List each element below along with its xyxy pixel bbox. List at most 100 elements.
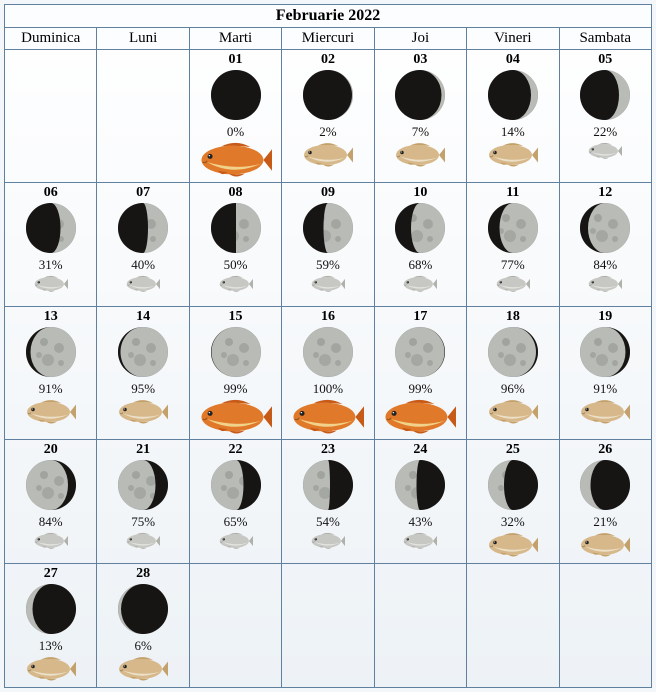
calendar-cell: 21 75% xyxy=(97,440,189,564)
calendar-cell: 13 91% xyxy=(5,307,97,440)
day-number: 03 xyxy=(413,52,427,68)
moon-phase-icon xyxy=(395,203,445,253)
illumination-percent: 21% xyxy=(593,514,617,530)
day-number: 17 xyxy=(413,309,427,325)
calendar-cell: 16 100% xyxy=(282,307,374,440)
illumination-percent: 2% xyxy=(319,124,336,140)
moon-phase-icon xyxy=(580,327,630,377)
illumination-percent: 65% xyxy=(224,514,248,530)
fish-icon xyxy=(395,142,445,168)
day-number: 14 xyxy=(136,309,150,325)
moon-phase-icon xyxy=(26,203,76,253)
fish-icon xyxy=(219,532,253,550)
fish-icon xyxy=(26,399,76,425)
calendar-cell xyxy=(189,564,281,688)
calendar-cell: 06 31% xyxy=(5,183,97,307)
moon-phase-icon xyxy=(26,584,76,634)
fish-icon xyxy=(588,142,622,160)
moon-phase-icon xyxy=(395,70,445,120)
fish-icon xyxy=(580,399,630,425)
illumination-percent: 22% xyxy=(593,124,617,140)
calendar-row: 13 91% 14 xyxy=(5,307,652,440)
calendar-cell xyxy=(97,50,189,183)
calendar-cell: 04 14% xyxy=(467,50,559,183)
calendar-cell: 12 84% xyxy=(559,183,651,307)
dow-header: Luni xyxy=(97,28,189,50)
illumination-percent: 40% xyxy=(131,257,155,273)
fish-icon xyxy=(26,656,76,682)
calendar-cell: 19 91% xyxy=(559,307,651,440)
moon-phase-icon xyxy=(488,460,538,510)
illumination-percent: 6% xyxy=(134,638,151,654)
fish-icon xyxy=(496,275,530,293)
moon-phase-icon xyxy=(488,203,538,253)
calendar-cell: 08 50% xyxy=(189,183,281,307)
illumination-percent: 77% xyxy=(501,257,525,273)
calendar-cell: 15 99% xyxy=(189,307,281,440)
calendar-title: Februarie 2022 xyxy=(5,5,652,28)
illumination-percent: 91% xyxy=(39,381,63,397)
day-number: 24 xyxy=(413,442,427,458)
moon-phase-icon xyxy=(26,327,76,377)
moon-phase-icon xyxy=(488,327,538,377)
calendar-cell: 25 32% xyxy=(467,440,559,564)
calendar-cell: 14 95% xyxy=(97,307,189,440)
fish-icon xyxy=(403,532,437,550)
moon-phase-icon xyxy=(211,203,261,253)
day-number: 15 xyxy=(229,309,243,325)
day-number: 18 xyxy=(506,309,520,325)
dow-header: Sambata xyxy=(559,28,651,50)
illumination-percent: 50% xyxy=(224,257,248,273)
fish-icon xyxy=(34,275,68,293)
day-number: 01 xyxy=(229,52,243,68)
dow-row: DuminicaLuniMartiMiercuriJoiVineriSambat… xyxy=(5,28,652,50)
fish-icon xyxy=(292,399,364,435)
moon-phase-icon xyxy=(580,203,630,253)
calendar-cell: 05 22% xyxy=(559,50,651,183)
calendar-cell: 17 99% xyxy=(374,307,466,440)
day-number: 12 xyxy=(598,185,612,201)
calendar-cell xyxy=(5,50,97,183)
moon-phase-icon xyxy=(303,327,353,377)
calendar-cell: 07 40% xyxy=(97,183,189,307)
illumination-percent: 96% xyxy=(501,381,525,397)
fish-icon xyxy=(488,532,538,558)
day-number: 20 xyxy=(44,442,58,458)
fish-icon xyxy=(200,399,272,435)
day-number: 23 xyxy=(321,442,335,458)
calendar-cell: 26 21% xyxy=(559,440,651,564)
illumination-percent: 68% xyxy=(408,257,432,273)
illumination-percent: 99% xyxy=(224,381,248,397)
illumination-percent: 13% xyxy=(39,638,63,654)
day-number: 21 xyxy=(136,442,150,458)
calendar-cell: 20 84% xyxy=(5,440,97,564)
dow-header: Marti xyxy=(189,28,281,50)
calendar-cell: 09 59% xyxy=(282,183,374,307)
day-number: 07 xyxy=(136,185,150,201)
calendar-cell: 02 2% xyxy=(282,50,374,183)
calendar-cell: 01 0% xyxy=(189,50,281,183)
illumination-percent: 14% xyxy=(501,124,525,140)
illumination-percent: 100% xyxy=(313,381,343,397)
fish-icon xyxy=(118,399,168,425)
fish-icon xyxy=(588,275,622,293)
day-number: 22 xyxy=(229,442,243,458)
day-number: 25 xyxy=(506,442,520,458)
illumination-percent: 54% xyxy=(316,514,340,530)
dow-header: Joi xyxy=(374,28,466,50)
fish-icon xyxy=(126,275,160,293)
illumination-percent: 31% xyxy=(39,257,63,273)
fish-icon xyxy=(403,275,437,293)
calendar-cell: 28 6% xyxy=(97,564,189,688)
moon-phase-icon xyxy=(580,460,630,510)
moon-phase-icon xyxy=(118,460,168,510)
day-number: 28 xyxy=(136,566,150,582)
calendar-cell xyxy=(467,564,559,688)
illumination-percent: 75% xyxy=(131,514,155,530)
day-number: 04 xyxy=(506,52,520,68)
moon-phase-icon xyxy=(118,203,168,253)
fish-icon xyxy=(118,656,168,682)
calendar-cell: 24 43% xyxy=(374,440,466,564)
moon-phase-icon xyxy=(303,70,353,120)
calendar-row: 06 31% 07 xyxy=(5,183,652,307)
